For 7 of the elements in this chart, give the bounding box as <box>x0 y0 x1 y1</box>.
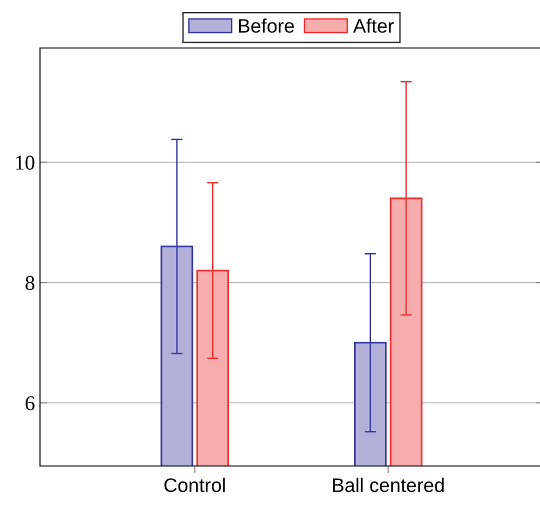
legend-label: After <box>353 18 394 33</box>
y-tick-label: 8 <box>26 276 34 290</box>
y-tick-label: 10 <box>16 156 34 170</box>
x-tick-label: Ball centered <box>333 478 444 492</box>
y-tick-label: 6 <box>26 396 35 410</box>
legend-label: Before <box>239 18 294 33</box>
x-tick-label: Control <box>164 478 225 492</box>
